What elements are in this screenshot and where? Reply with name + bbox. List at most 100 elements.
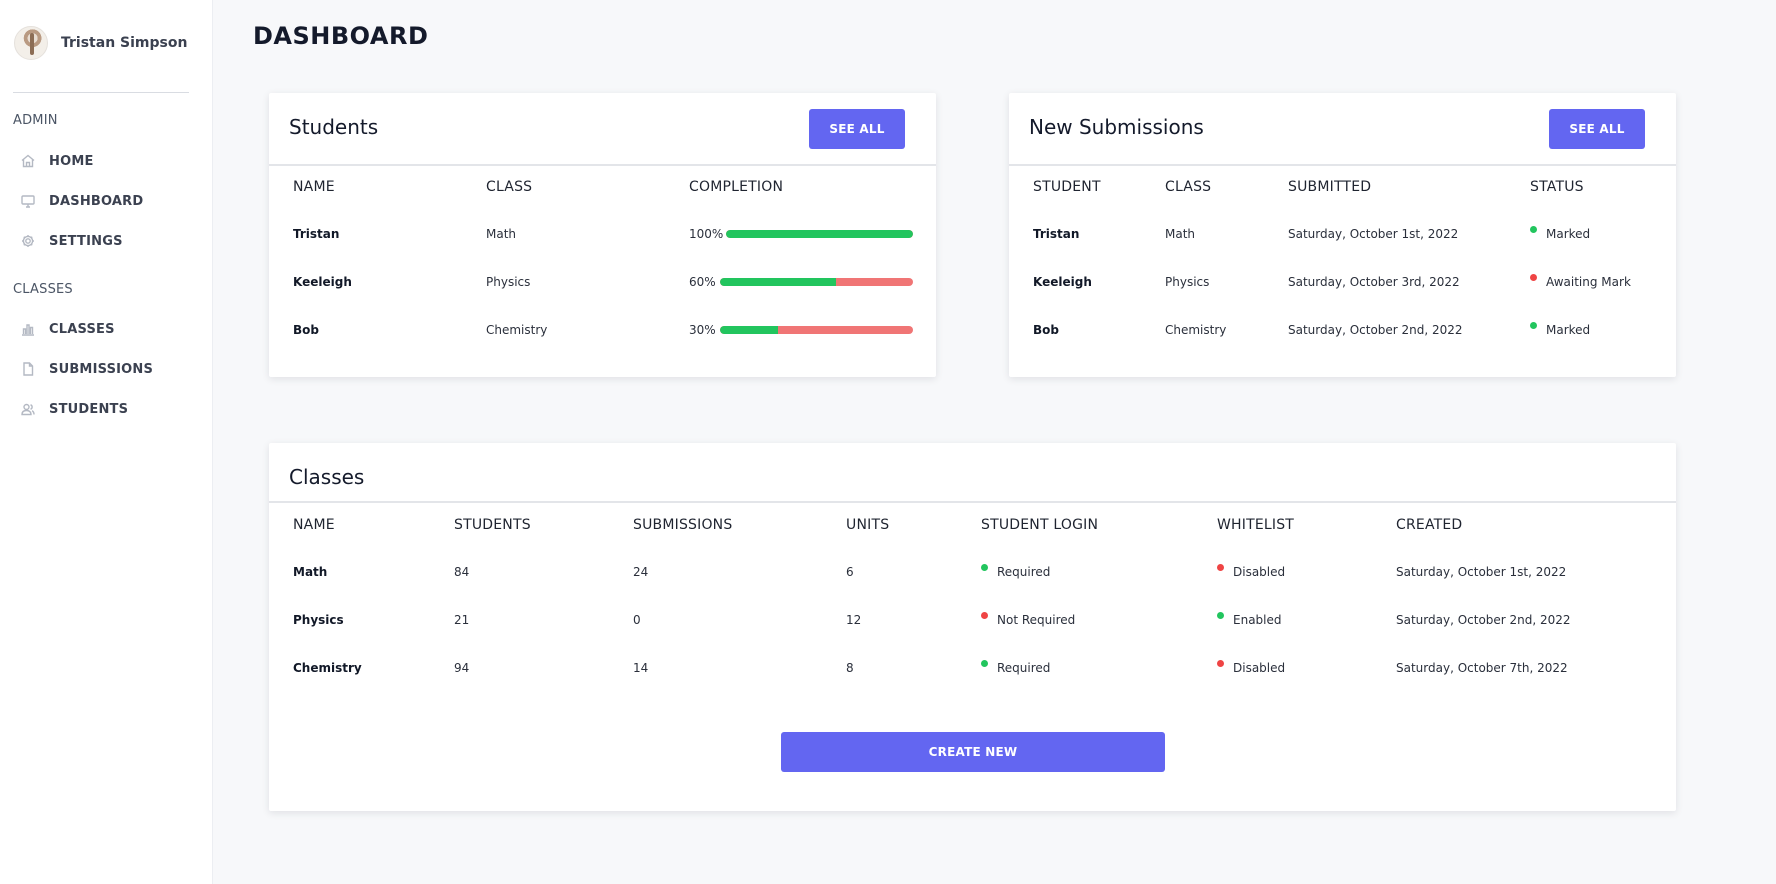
login-text: Not Required	[997, 613, 1076, 627]
class-whitelist: Disabled	[1217, 564, 1286, 579]
completion-bar-fill	[720, 278, 836, 286]
bar-chart-icon	[20, 321, 36, 337]
students-card: Students SEE ALL NAME CLASS COMPLETION T…	[269, 93, 936, 377]
submission-class: Math	[1165, 227, 1196, 241]
class-whitelist: Disabled	[1217, 660, 1286, 675]
class-students: 21	[454, 613, 470, 627]
monitor-icon	[20, 193, 36, 209]
sidebar-item-label: SUBMISSIONS	[49, 361, 154, 377]
card-header: Students SEE ALL	[269, 93, 936, 166]
column-header: STUDENT	[1033, 179, 1101, 195]
submission-date: Saturday, October 1st, 2022	[1288, 227, 1459, 241]
class-name: Chemistry	[293, 661, 362, 675]
see-all-submissions-button[interactable]: SEE ALL	[1549, 109, 1645, 149]
class-students: 84	[454, 565, 470, 579]
completion-bar-fill	[726, 230, 913, 238]
sidebar-item-home[interactable]: HOME	[20, 148, 94, 174]
class-name: Math	[293, 565, 328, 579]
whitelist-text: Disabled	[1233, 661, 1286, 675]
column-header: WHITELIST	[1217, 517, 1295, 533]
column-header: SUBMISSIONS	[633, 517, 733, 533]
student-name: Bob	[293, 323, 319, 337]
class-login: Required	[981, 660, 1051, 675]
whitelist-text: Disabled	[1233, 565, 1286, 579]
submission-student: Keeleigh	[1033, 275, 1092, 289]
sidebar-item-students[interactable]: STUDENTS	[20, 396, 128, 422]
create-new-class-button[interactable]: CREATE NEW	[781, 732, 1165, 772]
sidebar: Tristan Simpson ADMIN HOME DASHBOARD SET…	[0, 0, 213, 884]
page-title: DASHBOARD	[253, 22, 429, 50]
document-icon	[20, 361, 36, 377]
sidebar-item-dashboard[interactable]: DASHBOARD	[20, 188, 143, 214]
submissions-card: New Submissions SEE ALL STUDENT CLASS SU…	[1009, 93, 1676, 377]
user-name: Tristan Simpson	[61, 35, 188, 51]
card-title: New Submissions	[1029, 115, 1204, 139]
class-students: 94	[454, 661, 470, 675]
completion-percent: 100%	[689, 227, 724, 241]
classes-card: Classes NAME STUDENTS SUBMISSIONS UNITS …	[269, 443, 1676, 811]
sidebar-item-settings[interactable]: SETTINGS	[20, 228, 123, 254]
column-header: STUDENT LOGIN	[981, 517, 1099, 533]
class-login: Not Required	[981, 612, 1076, 627]
users-icon	[20, 401, 36, 417]
status-dot	[1217, 564, 1224, 571]
student-class: Physics	[486, 275, 531, 289]
column-header: CLASS	[486, 179, 533, 195]
submission-date: Saturday, October 2nd, 2022	[1288, 323, 1463, 337]
submission-class: Chemistry	[1165, 323, 1227, 337]
completion-percent: 30%	[689, 323, 716, 337]
status-text: Marked	[1546, 227, 1591, 241]
column-header: UNITS	[846, 517, 890, 533]
whitelist-text: Enabled	[1233, 613, 1282, 627]
user-profile[interactable]: Tristan Simpson	[14, 26, 187, 60]
column-header: CREATED	[1396, 517, 1463, 533]
class-whitelist: Enabled	[1217, 612, 1282, 627]
status-dot	[981, 660, 988, 667]
column-header: NAME	[293, 179, 335, 195]
sidebar-divider	[13, 92, 189, 93]
class-units: 8	[846, 661, 854, 675]
submission-student: Bob	[1033, 323, 1059, 337]
sidebar-item-label: STUDENTS	[49, 401, 129, 417]
class-created: Saturday, October 2nd, 2022	[1396, 613, 1571, 627]
sidebar-section-admin: ADMIN	[13, 113, 58, 128]
class-submissions: 14	[633, 661, 649, 675]
sidebar-item-label: DASHBOARD	[49, 193, 144, 209]
completion-percent: 60%	[689, 275, 716, 289]
sidebar-item-submissions[interactable]: SUBMISSIONS	[20, 356, 153, 382]
student-name: Tristan	[293, 227, 340, 241]
status-dot	[1217, 660, 1224, 667]
student-name: Keeleigh	[293, 275, 352, 289]
sidebar-item-label: CLASSES	[49, 321, 115, 337]
column-header: STUDENTS	[454, 517, 531, 533]
class-created: Saturday, October 7th, 2022	[1396, 661, 1568, 675]
status-dot	[1530, 226, 1537, 233]
sidebar-section-classes: CLASSES	[13, 282, 73, 297]
class-name: Physics	[293, 613, 344, 627]
class-units: 12	[846, 613, 862, 627]
completion-bar	[726, 230, 913, 238]
status-dot	[1530, 322, 1537, 329]
class-submissions: 24	[633, 565, 649, 579]
see-all-students-button[interactable]: SEE ALL	[809, 109, 905, 149]
completion-bar	[720, 326, 913, 334]
card-header: New Submissions SEE ALL	[1009, 93, 1676, 166]
submission-student: Tristan	[1033, 227, 1080, 241]
sidebar-item-label: SETTINGS	[49, 233, 123, 249]
student-class: Math	[486, 227, 517, 241]
card-title: Students	[289, 115, 379, 139]
gear-icon	[20, 233, 36, 249]
column-header: NAME	[293, 517, 335, 533]
class-created: Saturday, October 1st, 2022	[1396, 565, 1567, 579]
status-dot	[1217, 612, 1224, 619]
submission-date: Saturday, October 3rd, 2022	[1288, 275, 1460, 289]
submission-status: Marked	[1530, 226, 1591, 241]
avatar[interactable]	[14, 26, 48, 60]
status-text: Marked	[1546, 323, 1591, 337]
column-header: COMPLETION	[689, 179, 784, 195]
login-text: Required	[997, 661, 1051, 675]
submission-status: Marked	[1530, 322, 1591, 337]
class-units: 6	[846, 565, 854, 579]
home-icon	[20, 153, 36, 169]
sidebar-item-classes[interactable]: CLASSES	[20, 316, 115, 342]
